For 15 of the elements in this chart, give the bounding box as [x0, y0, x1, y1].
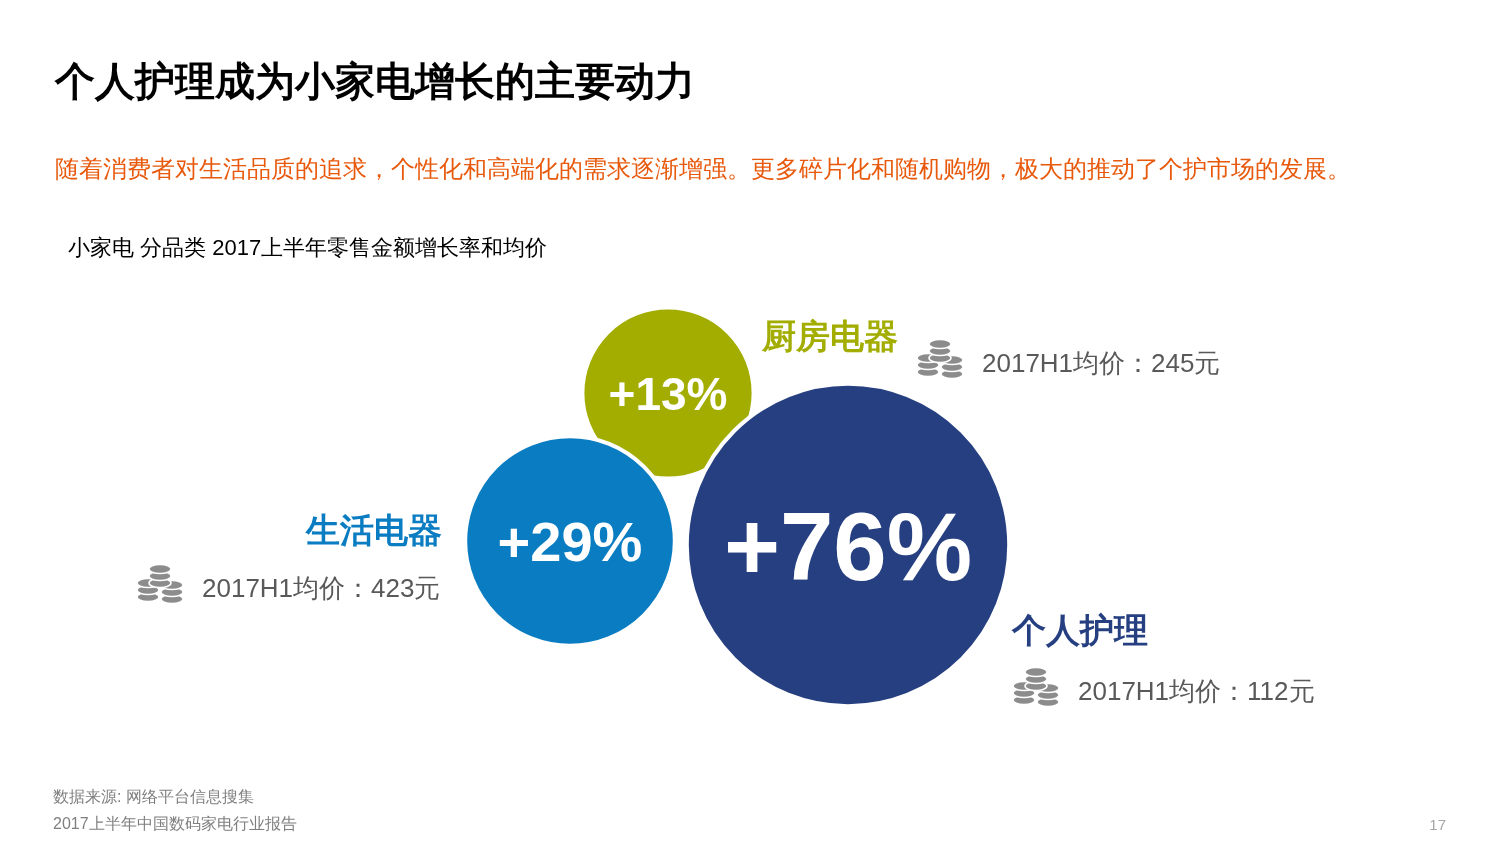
- text: 随着消费者对生活品质的追求，个性化和高端化的需求逐渐增强。更多碎片化和随机购物，极大的推动了个护市场的发展。: [55, 155, 1351, 182]
- text: 2017H1均价：423元: [202, 573, 441, 603]
- data-label: +13%: [608, 367, 728, 420]
- category-label: 个人护理: [1011, 611, 1148, 649]
- text: 17: [1429, 816, 1446, 833]
- text: 2017H1均价：245元: [982, 348, 1221, 378]
- category-label: 生活电器: [305, 511, 442, 549]
- text: 个人护理成为小家电增长的主要动力: [54, 59, 695, 103]
- text: 小家电 分品类 2017上半年零售金额增长率和均价: [68, 235, 548, 260]
- category-label: 厨房电器: [761, 317, 898, 355]
- text: 2017H1均价：112元: [1078, 676, 1315, 706]
- data-label: +29%: [497, 510, 643, 574]
- text: 2017上半年中国数码家电行业报告: [53, 815, 297, 832]
- source-note: 数据来源: 网络平台信息搜集: [53, 788, 254, 805]
- data-label: +76%: [723, 492, 973, 600]
